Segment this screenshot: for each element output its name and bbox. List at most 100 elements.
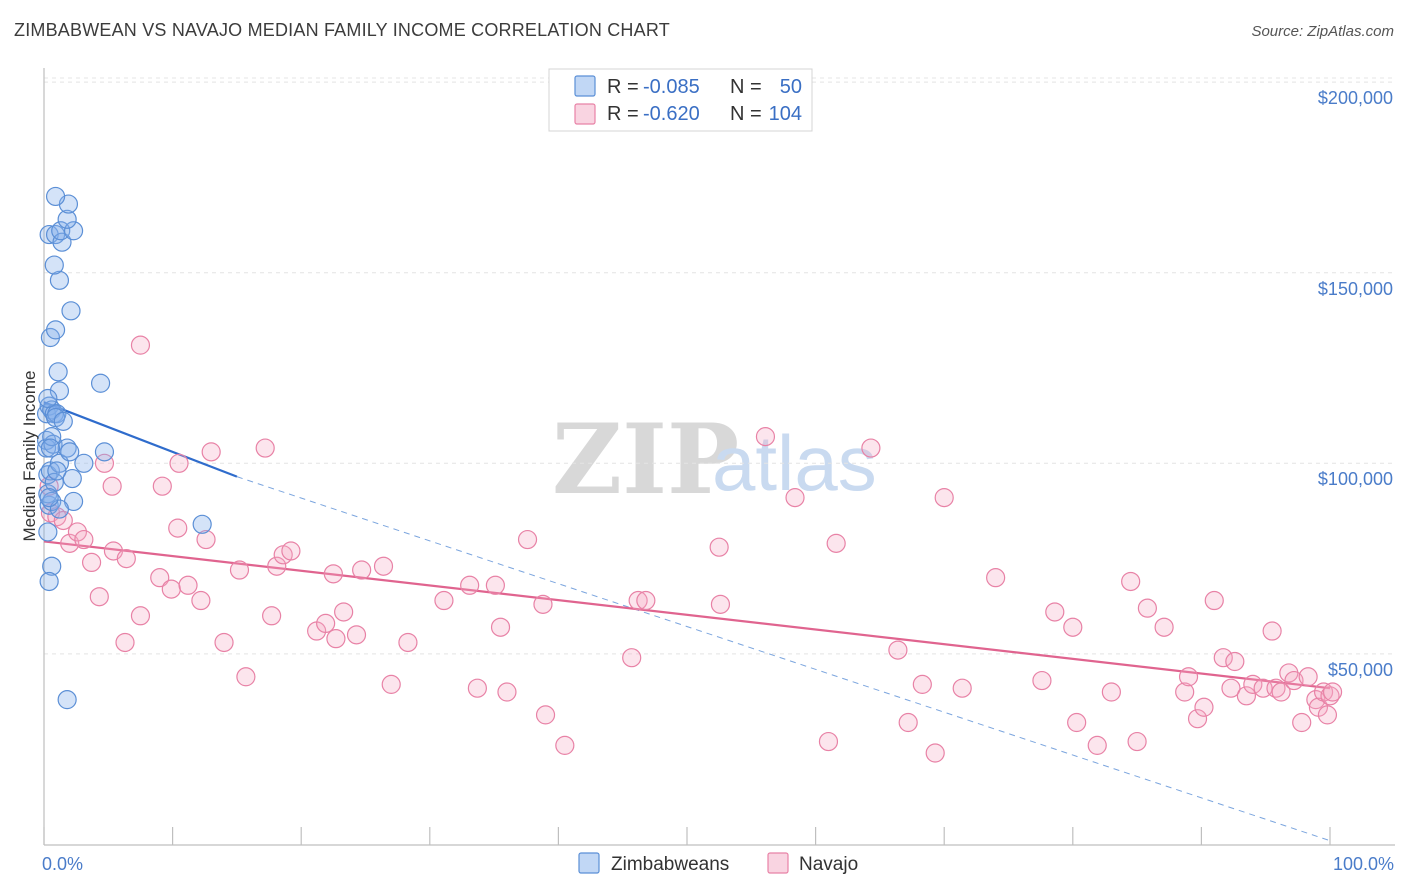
zimbabweans-point-21 <box>44 255 64 275</box>
navajo-point-4 <box>60 533 80 553</box>
legend-n-label-1: N = <box>730 76 762 98</box>
navajo-point-66 <box>925 743 945 763</box>
bottom-legend-label-zimbabweans: Zimbabweans <box>611 854 729 875</box>
x-tick-label-max: 100.0% <box>1333 854 1394 874</box>
zimbabweans-point-33 <box>60 442 80 462</box>
navajo-point-95 <box>1284 670 1304 691</box>
data-points <box>36 186 1343 763</box>
navajo-point-40 <box>373 556 394 576</box>
navajo-point-19 <box>168 518 188 538</box>
navajo-point-48 <box>497 682 517 702</box>
navajo-point-75 <box>1101 682 1121 702</box>
navajo-point-98 <box>1306 690 1326 710</box>
navajo-point-18 <box>161 579 181 599</box>
navajo-point-72 <box>1063 617 1083 637</box>
navajo-point-63 <box>888 640 908 660</box>
navajo-point-83 <box>1194 697 1214 717</box>
navajo-point-71 <box>1045 602 1065 622</box>
navajo-point-59 <box>785 488 805 508</box>
navajo-point-67 <box>934 488 954 508</box>
zimbabweans-trend-extension <box>236 476 1331 842</box>
navajo-point-70 <box>1032 670 1052 691</box>
navajo-point-21 <box>178 575 198 595</box>
navajo-point-8 <box>89 587 109 607</box>
legend-r-label-2: R = <box>607 103 639 125</box>
navajo-point-13 <box>130 606 151 626</box>
navajo-point-84 <box>1204 590 1224 611</box>
navajo-point-76 <box>1121 571 1141 592</box>
zimbabweans-point-41 <box>39 571 59 592</box>
zimbabweans-point-16 <box>48 362 68 382</box>
watermark: ZIP atlas <box>552 403 877 516</box>
zimbabweans-point-38 <box>47 461 67 481</box>
navajo-point-34 <box>316 613 336 634</box>
navajo-point-57 <box>710 594 731 614</box>
navajo-point-61 <box>826 533 846 553</box>
navajo-point-80 <box>1175 682 1195 702</box>
zimbabweans-point-15 <box>49 381 70 401</box>
navajo-point-65 <box>912 674 932 694</box>
zimbabweans-point-35 <box>62 468 82 489</box>
navajo-point-25 <box>214 632 234 653</box>
legend-swatch-navajo <box>574 103 596 125</box>
navajo-point-22 <box>191 590 211 611</box>
navajo-point-69 <box>986 568 1006 588</box>
navajo-point-50 <box>533 594 553 614</box>
y-tick-label-100k: $100,000 <box>1318 469 1393 489</box>
navajo-point-27 <box>236 667 256 687</box>
legend-r-label-1: R = <box>607 76 639 98</box>
chart-source: Source: ZipAtlas.com <box>1251 23 1394 40</box>
navajo-point-60 <box>818 731 839 752</box>
zimbabweans-point-6 <box>38 522 58 542</box>
navajo-point-53 <box>622 648 642 668</box>
zimbabweans-point-18 <box>45 320 66 340</box>
navajo-point-58 <box>755 427 776 447</box>
navajo-point-96 <box>1292 712 1312 733</box>
navajo-point-74 <box>1087 735 1107 755</box>
navajo-point-39 <box>352 560 372 580</box>
navajo-point-14 <box>115 632 135 653</box>
navajo-point-86 <box>1221 678 1241 698</box>
y-tick-label-200k: $200,000 <box>1318 88 1393 108</box>
navajo-point-91 <box>1262 621 1282 641</box>
navajo-point-82 <box>1187 709 1208 729</box>
legend-n-value-1: 50 <box>780 76 802 98</box>
watermark-atlas: atlas <box>712 419 877 507</box>
navajo-point-46 <box>485 575 505 595</box>
legend-r-value-1: -0.085 <box>643 76 700 98</box>
zimbabweans-point-44 <box>94 442 115 462</box>
navajo-point-37 <box>334 602 354 622</box>
zimbabweans-point-48 <box>40 438 61 458</box>
navajo-point-56 <box>709 537 729 557</box>
zimbabweans-point-46 <box>57 690 77 710</box>
navajo-point-78 <box>1137 598 1157 618</box>
navajo-point-93 <box>1271 682 1291 702</box>
bottom-legend-swatch-zimbabweans <box>578 852 600 874</box>
legend-r-value-2: -0.620 <box>643 103 700 125</box>
legend-n-value-2: 104 <box>769 103 802 125</box>
navajo-point-10 <box>102 476 122 496</box>
x-tick-label-min: 0.0% <box>42 854 83 874</box>
navajo-point-89 <box>1243 674 1263 694</box>
y-axis-title: Median Family Income <box>20 370 39 541</box>
navajo-point-103 <box>1322 682 1343 702</box>
navajo-point-20 <box>169 453 189 473</box>
navajo-point-29 <box>262 606 282 626</box>
navajo-point-54 <box>628 590 648 611</box>
navajo-point-55 <box>636 590 656 611</box>
y-tick-label-150k: $150,000 <box>1318 279 1393 299</box>
zimbabweans-point-20 <box>49 270 70 290</box>
zimbabweans-point-27 <box>57 209 77 229</box>
navajo-point-16 <box>150 568 170 588</box>
zimbabweans-point-45 <box>192 514 212 534</box>
bottom-legend-swatch-navajo <box>767 852 789 874</box>
navajo-point-24 <box>201 442 221 462</box>
navajo-point-7 <box>81 552 102 573</box>
navajo-point-87 <box>1225 651 1245 672</box>
zimbabweans-point-40 <box>42 556 62 576</box>
navajo-trend-line <box>43 540 1331 690</box>
navajo-point-81 <box>1178 667 1199 687</box>
navajo-point-23 <box>196 529 216 550</box>
navajo-point-17 <box>152 476 172 496</box>
